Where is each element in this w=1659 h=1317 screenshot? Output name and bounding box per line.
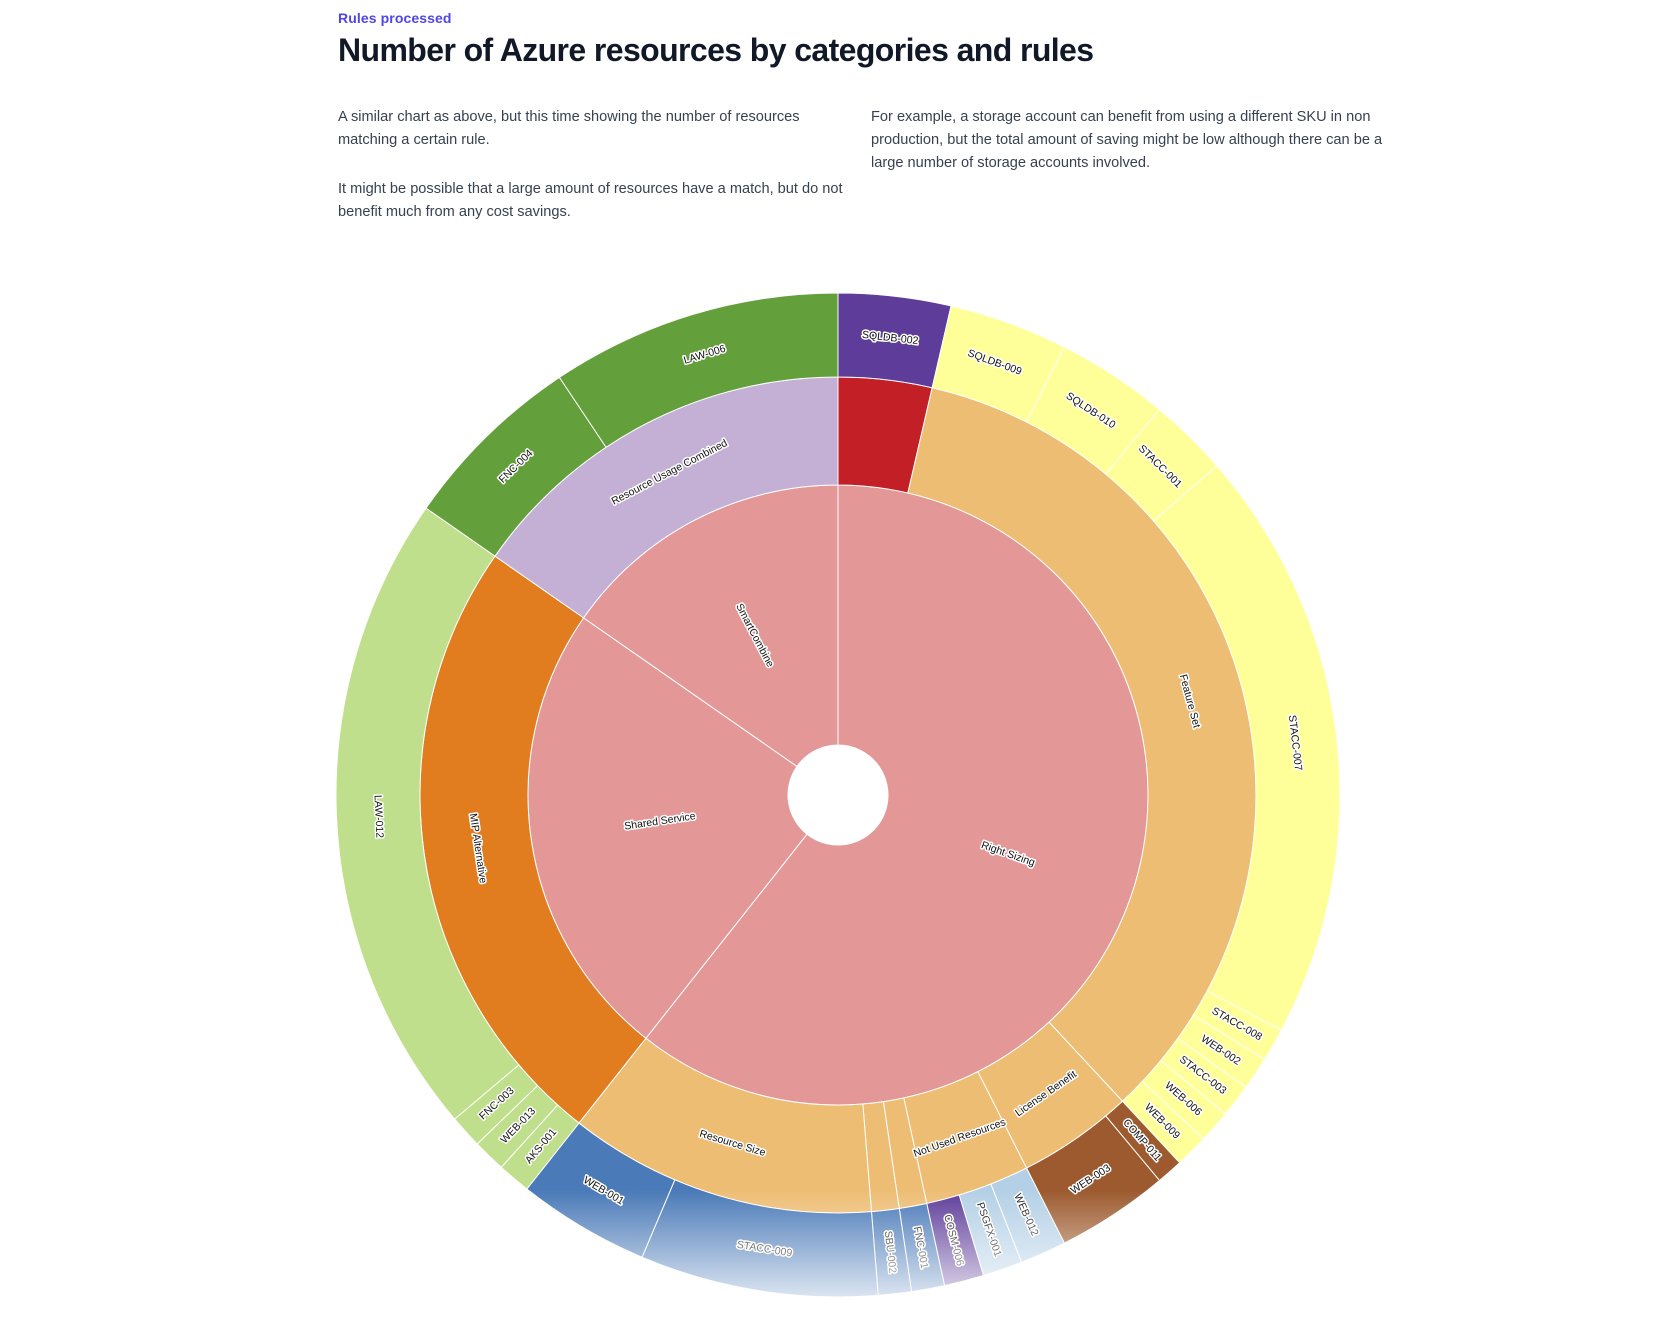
sunburst-rule-segment-law-006[interactable] (558, 292, 839, 448)
sunburst-center-hole (790, 747, 886, 843)
description-left: A similar chart as above, but this time … (338, 106, 843, 250)
page-title: Number of Azure resources by categories … (338, 32, 1094, 68)
sunburst-label-law-012: LAW-012 (371, 795, 385, 839)
section-eyebrow: Rules processed (338, 10, 452, 26)
description-right: For example, a storage account can benef… (871, 106, 1386, 201)
description-paragraph: It might be possible that a large amount… (338, 181, 843, 220)
description-paragraph: For example, a storage account can benef… (871, 109, 1383, 171)
description-paragraph: A similar chart as above, but this time … (338, 109, 800, 148)
chart-bottom-fade (278, 1190, 1398, 1317)
sunburst-segments (335, 292, 1341, 1298)
